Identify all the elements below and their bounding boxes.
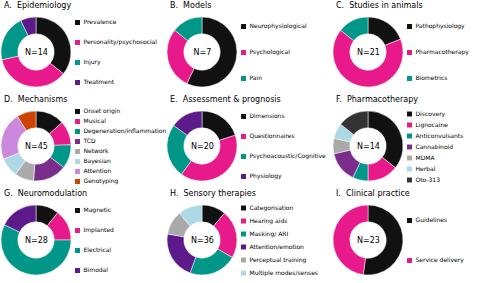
svg-text:Bayesian: Bayesian: [84, 157, 112, 165]
svg-text:Dimensions: Dimensions: [250, 112, 285, 119]
svg-text:N=45: N=45: [25, 142, 48, 151]
html-text:D. Mechanisms: D. Mechanisms: [4, 95, 68, 104]
svg-text:Pathophysiology: Pathophysiology: [416, 22, 466, 30]
svg-text:Multiple modes/senses: Multiple modes/senses: [250, 269, 318, 277]
html-text:H. Sensory therapies: H. Sensory therapies: [170, 189, 256, 198]
svg-text:Neurophysiological: Neurophysiological: [250, 22, 307, 30]
svg-text:Oto-313: Oto-313: [416, 176, 441, 183]
html-text:B. Models: B. Models: [170, 1, 212, 10]
svg-text:Psychological: Psychological: [250, 48, 291, 56]
svg-text:Perceptual training: Perceptual training: [250, 256, 307, 264]
svg-text:Masking/ ARI: Masking/ ARI: [250, 230, 289, 238]
svg-text:N=7: N=7: [194, 48, 212, 57]
svg-text:Physiology: Physiology: [250, 172, 283, 180]
html-text:A. Epidemiology: A. Epidemiology: [4, 1, 72, 10]
svg-text:Discovery: Discovery: [416, 110, 446, 118]
svg-text:TCD: TCD: [83, 137, 97, 144]
svg-text:Genotyping: Genotyping: [84, 177, 119, 185]
html-text:C. Studies in animals: C. Studies in animals: [336, 1, 423, 10]
svg-text:Pain: Pain: [250, 74, 263, 81]
svg-text:Injury: Injury: [84, 58, 102, 66]
svg-text:Herbal: Herbal: [416, 165, 436, 172]
svg-text:Onset origin: Onset origin: [84, 107, 121, 115]
svg-text:MDMA: MDMA: [416, 154, 436, 161]
svg-text:Musical: Musical: [84, 117, 107, 124]
svg-text:Implanted: Implanted: [84, 226, 115, 234]
svg-text:Service delivery: Service delivery: [416, 256, 465, 264]
svg-text:Categorisation: Categorisation: [250, 204, 294, 212]
svg-text:Network: Network: [84, 147, 110, 154]
html-text:E. Assessment & prognosis: E. Assessment & prognosis: [170, 95, 281, 104]
svg-text:Personality/psychosocial: Personality/psychosocial: [84, 38, 158, 46]
svg-text:Magnetic: Magnetic: [84, 206, 111, 214]
svg-text:N=36: N=36: [191, 236, 214, 245]
svg-text:Bimodal: Bimodal: [84, 266, 109, 273]
svg-text:Anticonvulsants: Anticonvulsants: [416, 132, 464, 139]
svg-text:N=28: N=28: [25, 236, 48, 245]
svg-text:Lignocaine: Lignocaine: [416, 121, 449, 129]
svg-text:Electrical: Electrical: [84, 246, 112, 253]
svg-text:Degeneration/inflammation: Degeneration/inflammation: [84, 127, 167, 135]
html-text:I. Clinical practice: I. Clinical practice: [336, 189, 410, 198]
svg-text:N=21: N=21: [357, 48, 380, 57]
svg-text:Biometrics: Biometrics: [416, 74, 448, 81]
svg-text:N=23: N=23: [357, 236, 380, 245]
svg-text:Psychoacoustic/Cognitive: Psychoacoustic/Cognitive: [250, 152, 327, 160]
svg-text:N=14: N=14: [25, 48, 48, 57]
svg-text:Prevalence: Prevalence: [84, 18, 117, 25]
svg-text:Guidelines: Guidelines: [416, 216, 448, 223]
html-text:F. Pharmacotherapy: F. Pharmacotherapy: [336, 95, 418, 104]
svg-text:Attention/emotion: Attention/emotion: [250, 243, 305, 250]
svg-text:Pharmacotherapy: Pharmacotherapy: [416, 48, 470, 56]
svg-text:Treatment: Treatment: [83, 78, 115, 85]
svg-text:Cannabinoid: Cannabinoid: [416, 143, 454, 150]
svg-text:Hearing aids: Hearing aids: [250, 217, 288, 225]
html-text:G. Neuromodulation: G. Neuromodulation: [4, 189, 88, 198]
svg-text:Attention: Attention: [84, 167, 112, 174]
svg-text:N=20: N=20: [191, 142, 214, 151]
svg-text:Questionnaires: Questionnaires: [250, 132, 295, 139]
svg-text:N=14: N=14: [357, 142, 380, 151]
